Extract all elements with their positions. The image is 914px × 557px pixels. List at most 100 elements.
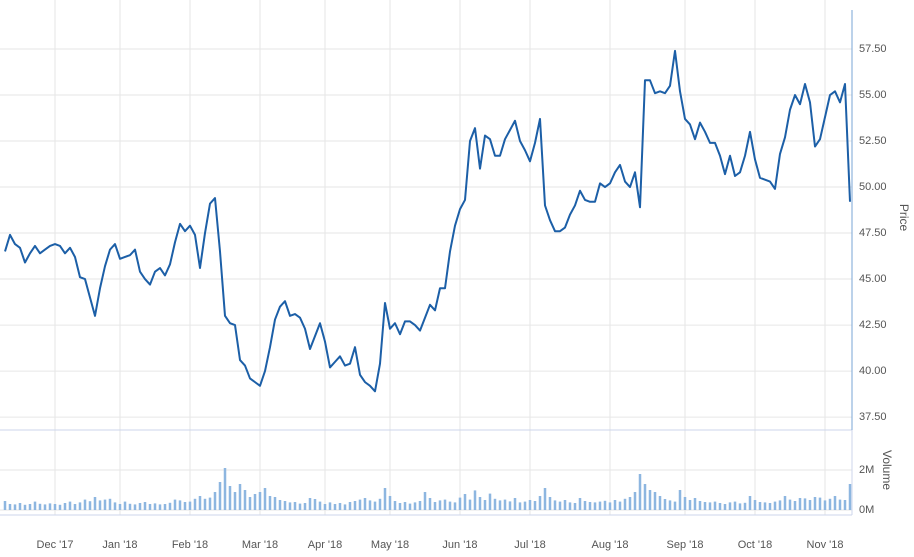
volume-bar xyxy=(223,468,227,510)
volume-bar xyxy=(778,500,782,510)
volume-bar xyxy=(738,503,742,510)
volume-bar xyxy=(408,503,412,510)
volume-bar xyxy=(13,504,17,510)
volume-bar xyxy=(298,503,302,510)
volume-bar xyxy=(263,488,267,510)
volume-bar xyxy=(753,500,757,510)
volume-bar xyxy=(548,497,552,510)
volume-bar xyxy=(403,502,407,510)
volume-bar xyxy=(768,503,772,510)
volume-bar xyxy=(838,499,842,510)
volume-bar xyxy=(83,499,87,510)
volume-bar xyxy=(428,498,432,510)
volume-bar xyxy=(383,488,387,510)
volume-bar xyxy=(613,500,617,510)
volume-bar xyxy=(218,482,222,510)
volume-bar xyxy=(543,488,547,510)
volume-bar xyxy=(173,499,177,510)
volume-bar xyxy=(553,500,557,510)
volume-bar xyxy=(23,504,27,510)
volume-bar xyxy=(233,492,237,510)
volume-bar xyxy=(283,501,287,510)
volume-bar xyxy=(288,502,292,510)
volume-bar xyxy=(528,500,532,510)
y-tick-label: 40.00 xyxy=(859,365,887,377)
volume-bar xyxy=(178,500,182,510)
volume-bar xyxy=(668,500,672,510)
volume-bar xyxy=(538,496,542,510)
volume-bar xyxy=(423,492,427,510)
volume-bar xyxy=(808,500,812,510)
volume-bar xyxy=(728,502,732,510)
volume-bar xyxy=(393,501,397,510)
volume-bar xyxy=(703,502,707,510)
y-tick-label: 37.50 xyxy=(859,411,887,423)
volume-bar xyxy=(803,498,807,510)
volume-bar xyxy=(673,501,677,510)
volume-bar xyxy=(448,501,452,510)
volume-bar xyxy=(733,501,737,510)
volume-bar xyxy=(608,502,612,510)
volume-bar xyxy=(603,500,607,510)
x-tick-label: Oct '18 xyxy=(738,539,773,551)
volume-bar xyxy=(643,484,647,510)
volume-bar xyxy=(248,497,252,510)
volume-bar xyxy=(138,503,142,510)
volume-bar xyxy=(488,493,492,510)
volume-bar xyxy=(503,499,507,510)
volume-bar xyxy=(333,504,337,510)
volume-bar xyxy=(353,501,357,510)
x-tick-label: Jul '18 xyxy=(514,539,545,551)
volume-bar xyxy=(563,500,567,510)
volume-bar xyxy=(573,503,577,510)
volume-bar xyxy=(148,504,152,510)
volume-bar xyxy=(258,492,262,510)
volume-bar xyxy=(848,484,852,510)
volume-bar xyxy=(348,502,352,510)
volume-bar xyxy=(798,498,802,510)
x-tick-label: Feb '18 xyxy=(172,539,208,551)
volume-bar xyxy=(418,501,422,510)
volume-bar xyxy=(123,501,127,510)
volume-bar xyxy=(143,502,147,510)
volume-bar xyxy=(493,498,497,510)
y-tick-label: 47.50 xyxy=(859,227,887,239)
volume-bar xyxy=(118,504,122,510)
volume-bar xyxy=(443,499,447,510)
y-tick-label: 45.00 xyxy=(859,273,887,285)
price-line xyxy=(4,49,851,393)
volume-bar xyxy=(18,503,22,510)
volume-bar xyxy=(78,502,82,510)
volume-bar xyxy=(533,501,537,510)
volume-bar xyxy=(373,501,377,510)
y-axis-title: Price xyxy=(897,204,911,232)
volume-bar xyxy=(633,492,637,510)
volume-bar xyxy=(103,499,107,510)
volume-bar xyxy=(63,503,67,510)
volume-bar xyxy=(73,504,77,510)
volume-bar xyxy=(193,498,197,510)
volume-bar xyxy=(128,503,132,510)
volume-bar xyxy=(243,490,247,510)
volume-bar xyxy=(163,504,167,510)
volume-bar xyxy=(53,504,57,510)
volume-bar xyxy=(758,502,762,510)
volume-bar xyxy=(303,503,307,510)
volume-bar xyxy=(203,498,207,510)
volume-bar xyxy=(638,474,642,510)
volume-bar xyxy=(3,501,7,510)
volume-bar xyxy=(208,497,212,510)
volume-bar xyxy=(388,496,392,510)
volume-bar xyxy=(58,504,62,510)
volume-bar xyxy=(623,498,627,510)
volume-bar xyxy=(828,498,832,510)
x-tick-label: Jan '18 xyxy=(102,539,137,551)
volume-bar xyxy=(513,498,517,510)
volume-bar xyxy=(308,498,312,510)
volume-bar xyxy=(678,490,682,510)
volume-bar xyxy=(783,496,787,510)
x-tick-label: Jun '18 xyxy=(442,539,477,551)
volume-bar xyxy=(238,484,242,510)
volume-bar xyxy=(253,494,257,510)
